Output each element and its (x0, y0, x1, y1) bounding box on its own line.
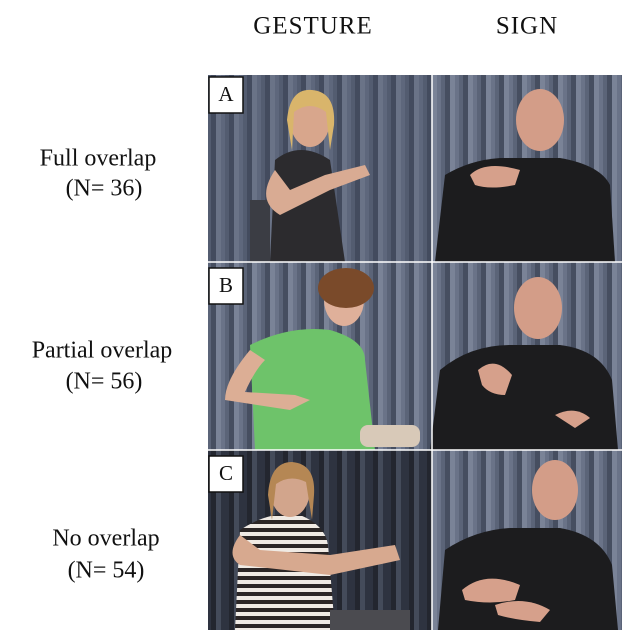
row-label: Full overlap (40, 146, 157, 172)
photo-row (208, 262, 622, 450)
person-head (516, 89, 564, 151)
row-count: (N= 36) (66, 176, 143, 202)
person-hair (318, 268, 374, 308)
person-body (435, 158, 615, 262)
person-head (514, 277, 562, 339)
column-header: SIGN (496, 13, 558, 40)
person-body (250, 329, 375, 450)
panel-letter: A (218, 82, 234, 106)
row-label: (N= 56) (66, 369, 143, 395)
person-head (532, 460, 578, 520)
photo-row (208, 450, 622, 630)
row-count: (N= 54) (68, 558, 145, 584)
person-legs (360, 425, 420, 447)
row-label: Partial overlap (32, 338, 173, 364)
panel-letter: C (219, 461, 233, 485)
chair (250, 200, 270, 262)
column-header: GESTURE (253, 13, 373, 40)
figure: GESTURE SIGN A B (0, 0, 622, 630)
table (330, 610, 410, 630)
panel-letter: B (219, 273, 233, 297)
row-label: No overlap (52, 526, 159, 552)
photo-row (208, 75, 622, 262)
person-body (430, 345, 618, 450)
